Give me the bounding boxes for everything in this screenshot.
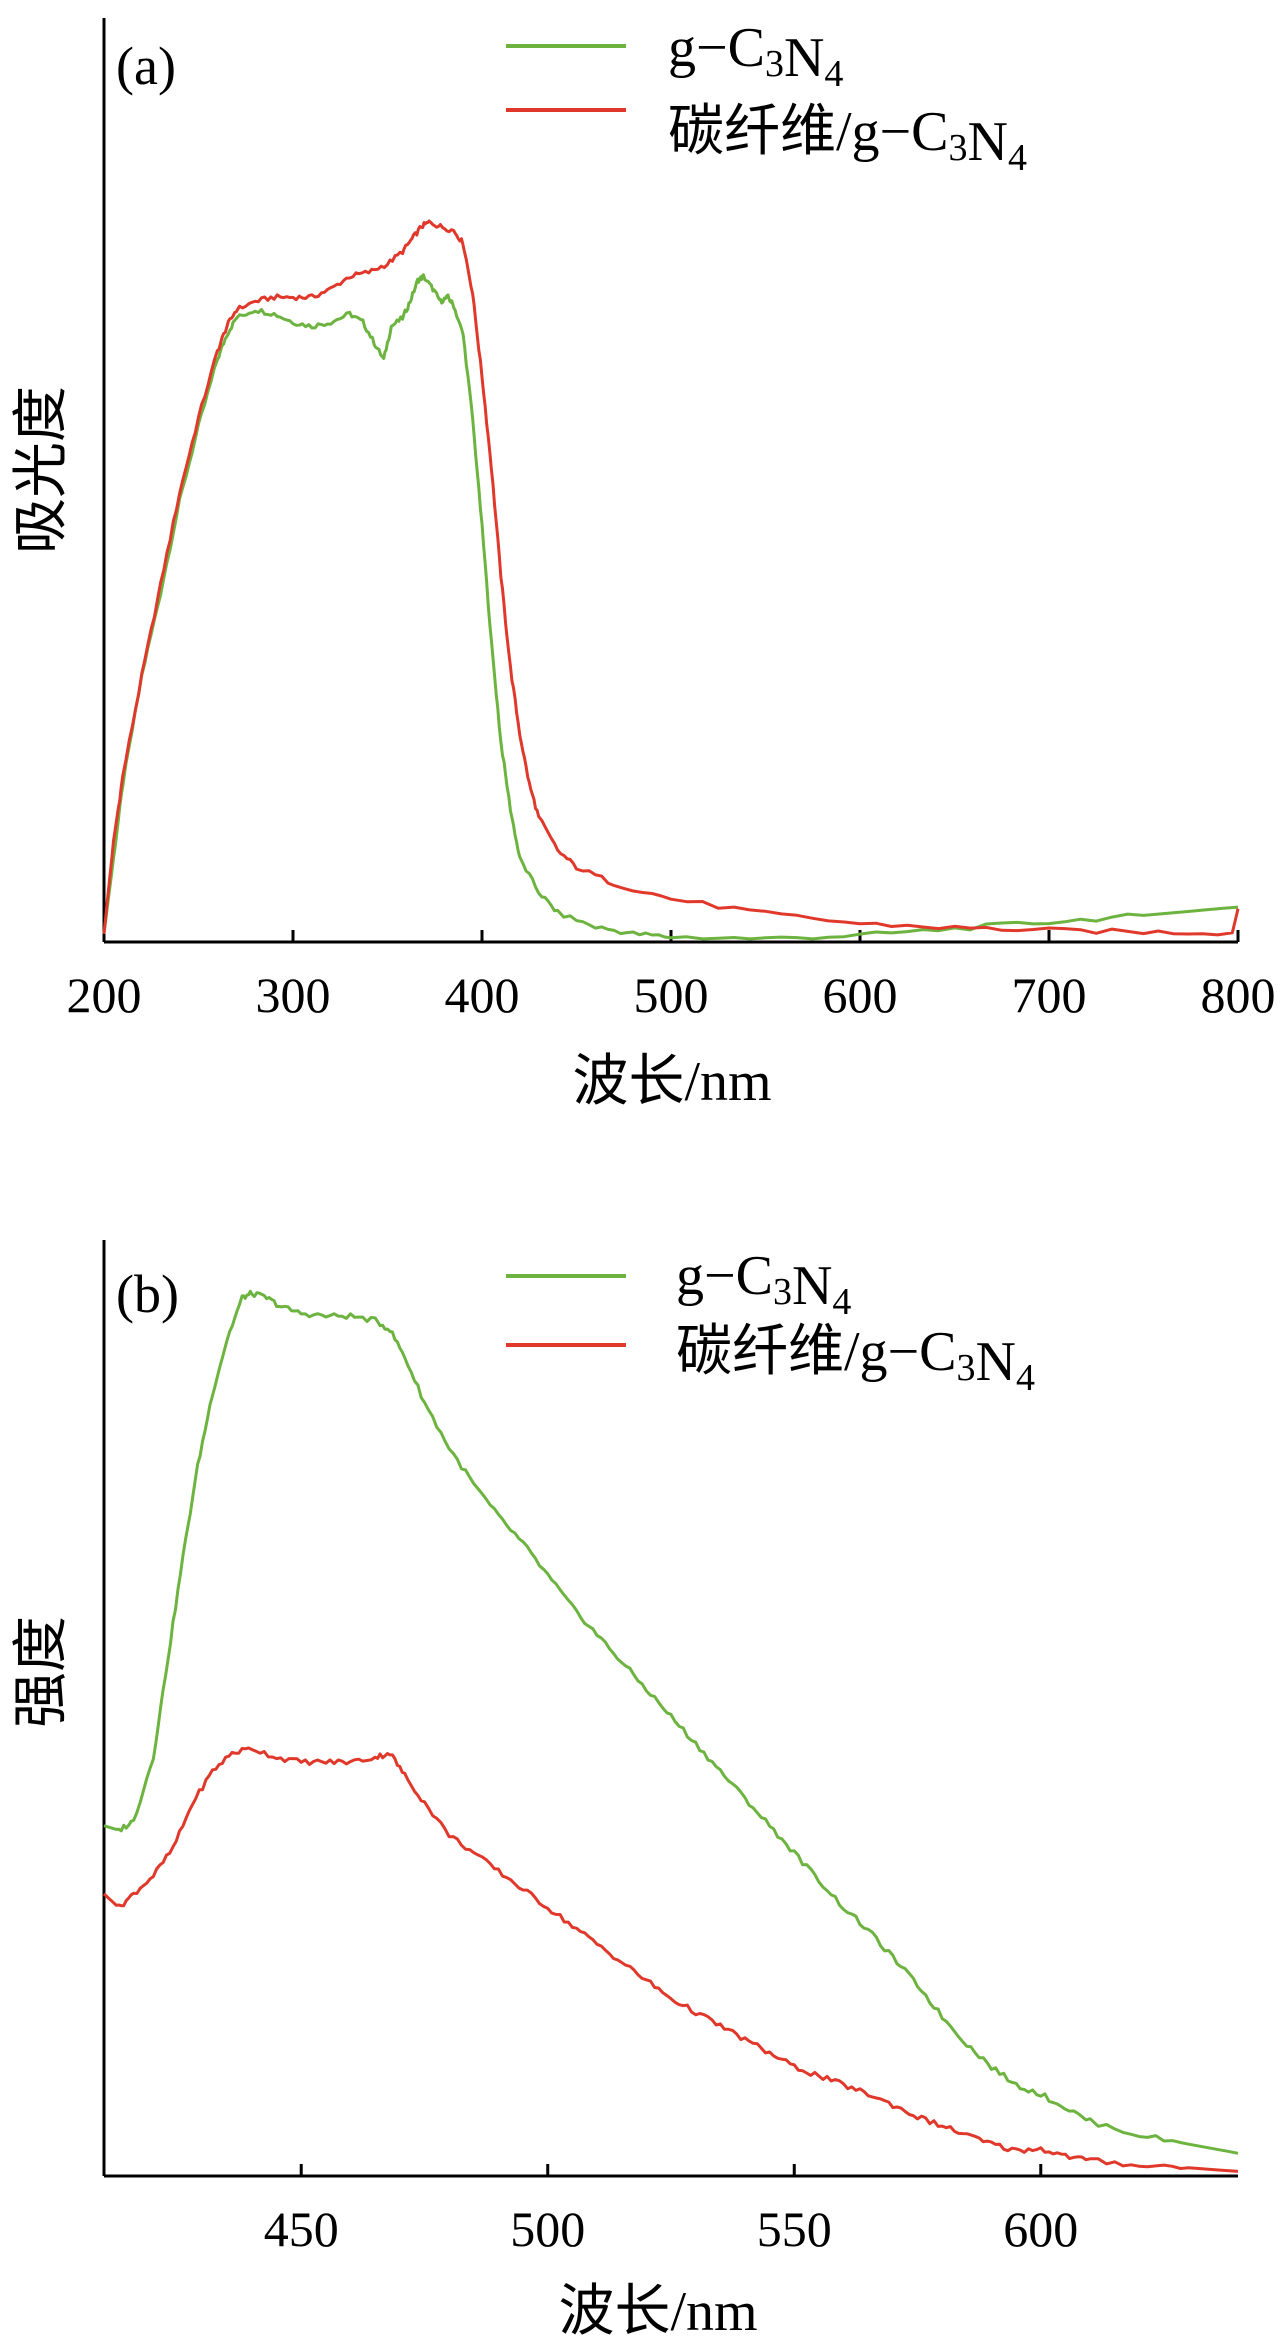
x-tick-label: 500: [634, 967, 709, 1023]
legend-label-carbon-fiber: 碳纤维/g−C3N4: [676, 1321, 1035, 1399]
x-tick-label: 200: [67, 967, 142, 1023]
y-axis-title: 吸光度: [11, 386, 73, 554]
x-tick-label: 400: [445, 967, 520, 1023]
x-tick-label: 600: [1003, 2201, 1078, 2257]
x-tick-label: 500: [510, 2201, 585, 2257]
x-tick-label: 600: [823, 967, 898, 1023]
series-line-carbon-fiber: [102, 219, 1240, 937]
series-line-g-c3n4: [103, 1289, 1239, 2155]
x-axis-title: 波长/nm: [558, 2281, 757, 2343]
legend-label-g-c3n4: g−C3N4: [676, 1245, 851, 1323]
series-line-carbon-fiber: [102, 1746, 1239, 2173]
panel-label: (b): [116, 1264, 179, 1324]
x-tick-label: 300: [256, 967, 331, 1023]
legend-label-g-c3n4: g−C3N4: [668, 17, 843, 95]
x-tick-label: 550: [757, 2201, 832, 2257]
series-line-g-c3n4: [102, 273, 1239, 941]
x-tick-label: 700: [1012, 967, 1087, 1023]
x-tick-label: 450: [264, 2201, 339, 2257]
x-axis-title: 波长/nm: [572, 1051, 771, 1113]
legend-label-carbon-fiber: 碳纤维/g−C3N4: [668, 101, 1027, 179]
legend: g−C3N4 碳纤维/g−C3N4: [506, 17, 1027, 179]
x-tick-label: 800: [1201, 967, 1276, 1023]
panel-b: (b) 强度 波长/nm g−C3N4 碳纤维/g−C3N4 450 500 550…: [11, 1240, 1239, 2343]
y-axis-title: 强度: [11, 1616, 73, 1728]
panel-a: (a) 吸光度 波长/nm g−C3N4 碳纤维/g−C3N4 200 300 40…: [11, 17, 1276, 1113]
panel-label: (a): [116, 36, 176, 96]
legend: g−C3N4 碳纤维/g−C3N4: [506, 1245, 1035, 1399]
